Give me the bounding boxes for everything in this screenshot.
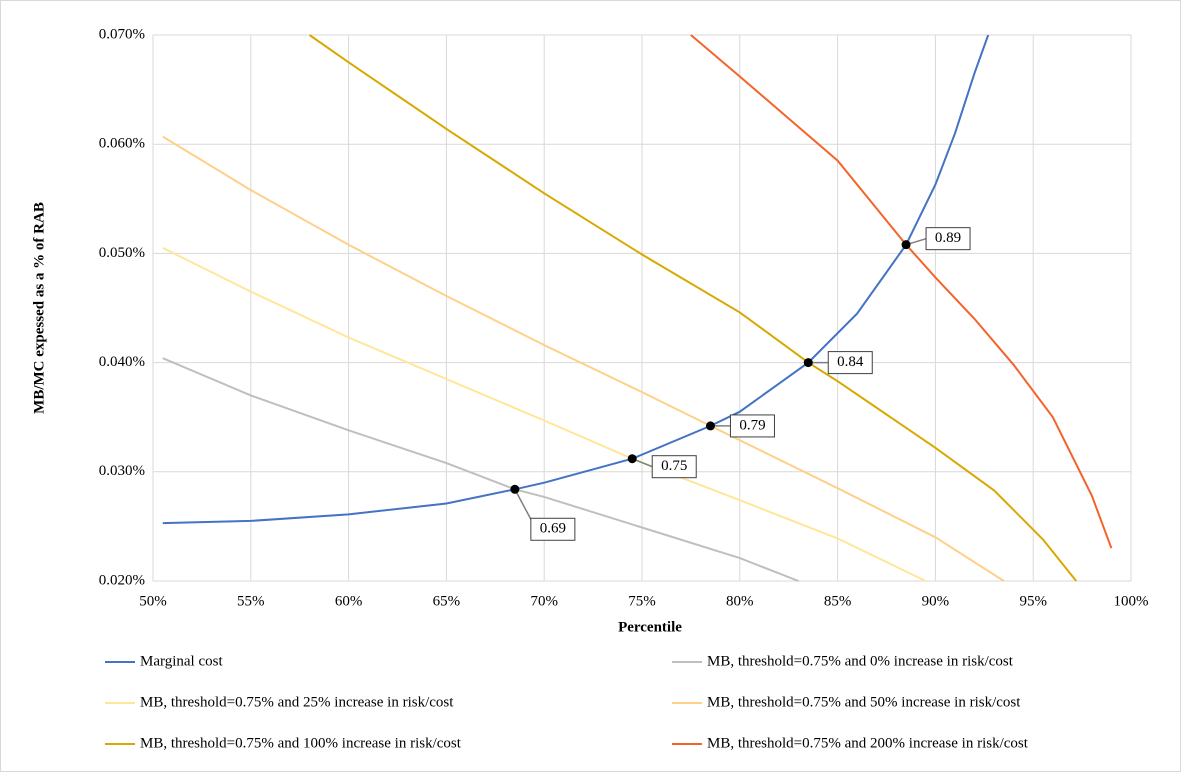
series-line [162,135,1005,582]
annotation-point [510,484,520,494]
x-tick-label: 85% [824,593,852,609]
legend-label: MB, threshold=0.75% and 50% increase in … [707,694,1021,710]
y-tick-label: 0.070% [99,26,145,42]
x-tick-label: 95% [1019,593,1047,609]
grid [152,34,1132,582]
x-tick-label: 60% [335,593,363,609]
annotation-box [530,517,576,541]
x-tick-label: 50% [139,593,167,609]
annotation-point [705,421,715,431]
x-tick-label: 100% [1114,593,1149,609]
y-tick-label: 0.060% [99,136,145,152]
legend-label: MB, threshold=0.75% and 0% increase in r… [707,653,1014,669]
annotation-point [803,358,813,368]
annotation-box [729,414,775,438]
y-axis-title: MB/MC expessed as a % of RAB [31,202,47,414]
annotation-label: 0.75 [661,458,687,474]
series-line [690,34,1113,549]
annotation-label: 0.89 [935,230,961,246]
series-line [162,34,990,525]
y-tick-label: 0.040% [99,354,145,370]
legend-label: MB, threshold=0.75% and 100% increase in… [140,735,462,751]
series-line [308,34,1077,582]
annotation-box [827,351,873,375]
y-tick-label: 0.030% [99,463,145,479]
legend-label: Marginal cost [140,653,223,669]
annotation-point [901,240,911,250]
y-tick-label: 0.020% [99,572,145,588]
x-tick-label: 90% [922,593,950,609]
x-tick-label: 55% [237,593,265,609]
x-tick-label: 80% [726,593,754,609]
y-tick-label: 0.050% [99,245,145,261]
overlay: 0.020% 0.030% 0.040% 0.050% 0.060% 0.070% 50% 5… [99,26,1149,751]
x-tick-label: 75% [628,593,656,609]
annotation-label: 0.79 [739,417,765,433]
legend-label: MB, threshold=0.75% and 25% increase in … [140,694,454,710]
annotation-label: 0.84 [837,354,864,370]
x-tick-label: 65% [433,593,461,609]
annotation-point [627,454,637,464]
annotation-box [925,227,971,251]
x-axis-title: Percentile [618,619,682,635]
annotation-leader [514,488,532,520]
x-tick-label: 70% [530,593,558,609]
annotation-label: 0.69 [540,521,566,537]
series-line [162,247,927,582]
legend-label: MB, threshold=0.75% and 200% increase in… [707,735,1029,751]
annotation-box [651,455,697,479]
